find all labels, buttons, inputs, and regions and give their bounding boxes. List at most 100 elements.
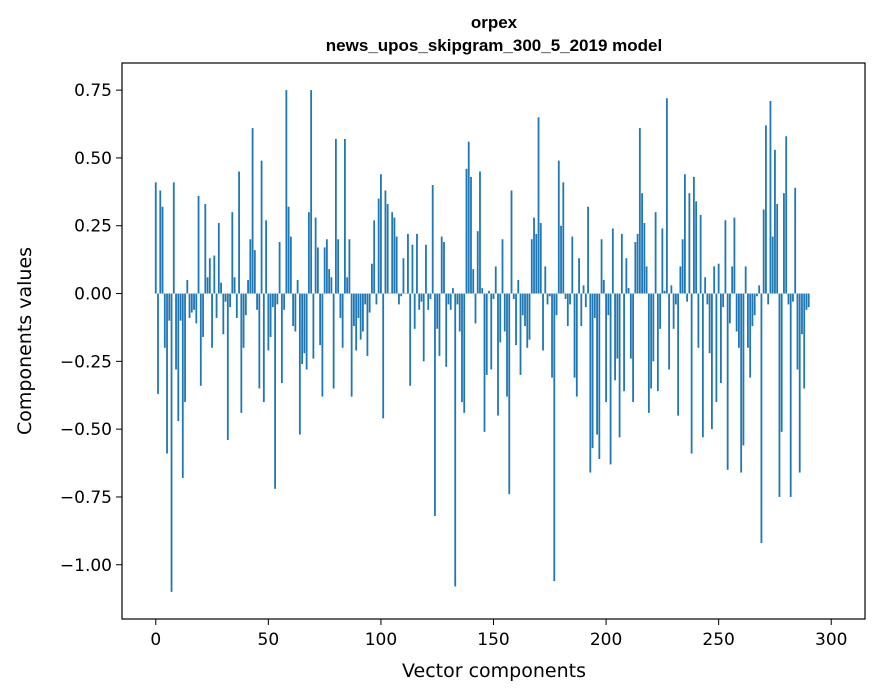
- bar: [497, 293, 499, 416]
- bar: [269, 293, 272, 337]
- bar: [458, 293, 461, 332]
- bar: [747, 293, 749, 348]
- x-tick-label: 50: [258, 630, 280, 650]
- bar: [686, 293, 689, 302]
- bar: [170, 293, 173, 592]
- x-ticks: 0 50 100 150 200 250 300: [150, 619, 847, 650]
- bar: [463, 293, 466, 413]
- bar: [438, 293, 441, 356]
- bar: [359, 293, 362, 340]
- bar: [305, 293, 308, 370]
- bar: [386, 204, 389, 294]
- y-tick-label: 0.25: [74, 217, 112, 237]
- bar: [179, 293, 182, 321]
- bar: [715, 293, 718, 403]
- bar: [724, 220, 727, 294]
- bar: [328, 269, 331, 294]
- bar: [247, 279, 249, 294]
- bar: [643, 223, 646, 294]
- bar: [285, 90, 288, 294]
- bar: [357, 293, 360, 318]
- bar: [749, 293, 752, 378]
- bar: [598, 293, 601, 459]
- bar: [760, 293, 763, 544]
- bar: [238, 171, 240, 294]
- bar: [674, 293, 677, 305]
- bar: [548, 293, 551, 297]
- bar: [803, 293, 806, 389]
- bar: [348, 239, 351, 294]
- bar: [258, 293, 261, 389]
- bar: [393, 217, 396, 294]
- x-axis-label: Vector components: [402, 660, 586, 682]
- bar: [668, 293, 671, 370]
- bar: [445, 293, 448, 367]
- bar: [375, 293, 378, 305]
- bar: [278, 242, 281, 294]
- bar: [794, 187, 797, 294]
- bar: [186, 279, 189, 294]
- bar: [267, 293, 270, 351]
- bar: [519, 293, 522, 375]
- bar: [235, 293, 238, 318]
- bar: [573, 293, 576, 378]
- bar: [454, 293, 457, 587]
- bar: [756, 293, 758, 297]
- bar: [400, 293, 403, 297]
- bar: [321, 293, 324, 397]
- bar: [443, 242, 445, 294]
- bar: [224, 293, 227, 302]
- bar: [226, 293, 229, 440]
- bar: [283, 293, 286, 310]
- bar: [537, 117, 540, 294]
- bar: [722, 293, 725, 308]
- y-axis-label: Components values: [14, 247, 36, 435]
- bar: [195, 293, 198, 324]
- bar: [778, 293, 781, 497]
- bar: [256, 293, 258, 310]
- bars-group: [154, 90, 810, 592]
- bar: [337, 239, 340, 294]
- bar: [544, 266, 547, 294]
- bar: [260, 160, 263, 294]
- bar: [512, 293, 515, 299]
- bar: [161, 206, 164, 294]
- bar: [488, 290, 490, 294]
- bar: [391, 212, 394, 294]
- bar: [159, 190, 162, 294]
- bar: [575, 293, 578, 397]
- bar: [783, 193, 785, 294]
- bar: [163, 293, 166, 348]
- bar: [629, 293, 632, 359]
- bar: [420, 293, 423, 302]
- bar: [184, 293, 186, 403]
- bar: [181, 293, 184, 478]
- bar: [467, 141, 470, 294]
- bar: [503, 293, 506, 332]
- bar: [409, 293, 412, 386]
- bar: [557, 160, 560, 294]
- bar: [202, 293, 204, 337]
- y-tick-label: 0.00: [74, 285, 112, 305]
- x-tick-label: 200: [590, 630, 622, 650]
- bar: [175, 293, 177, 370]
- bar: [546, 293, 549, 305]
- bar: [301, 293, 304, 365]
- bar: [618, 293, 621, 438]
- bar: [654, 212, 657, 294]
- bar: [670, 285, 673, 294]
- bar: [510, 190, 513, 294]
- bar: [602, 279, 605, 294]
- bar: [292, 293, 295, 327]
- bar: [172, 182, 175, 294]
- bar: [422, 293, 425, 362]
- bar: [506, 293, 508, 397]
- bar: [332, 293, 335, 389]
- bar: [456, 293, 459, 305]
- y-tick-label: 0.50: [74, 149, 112, 169]
- bar: [233, 277, 236, 294]
- bar: [708, 293, 711, 354]
- bar: [289, 236, 292, 294]
- bar: [792, 293, 794, 302]
- bar: [695, 201, 698, 294]
